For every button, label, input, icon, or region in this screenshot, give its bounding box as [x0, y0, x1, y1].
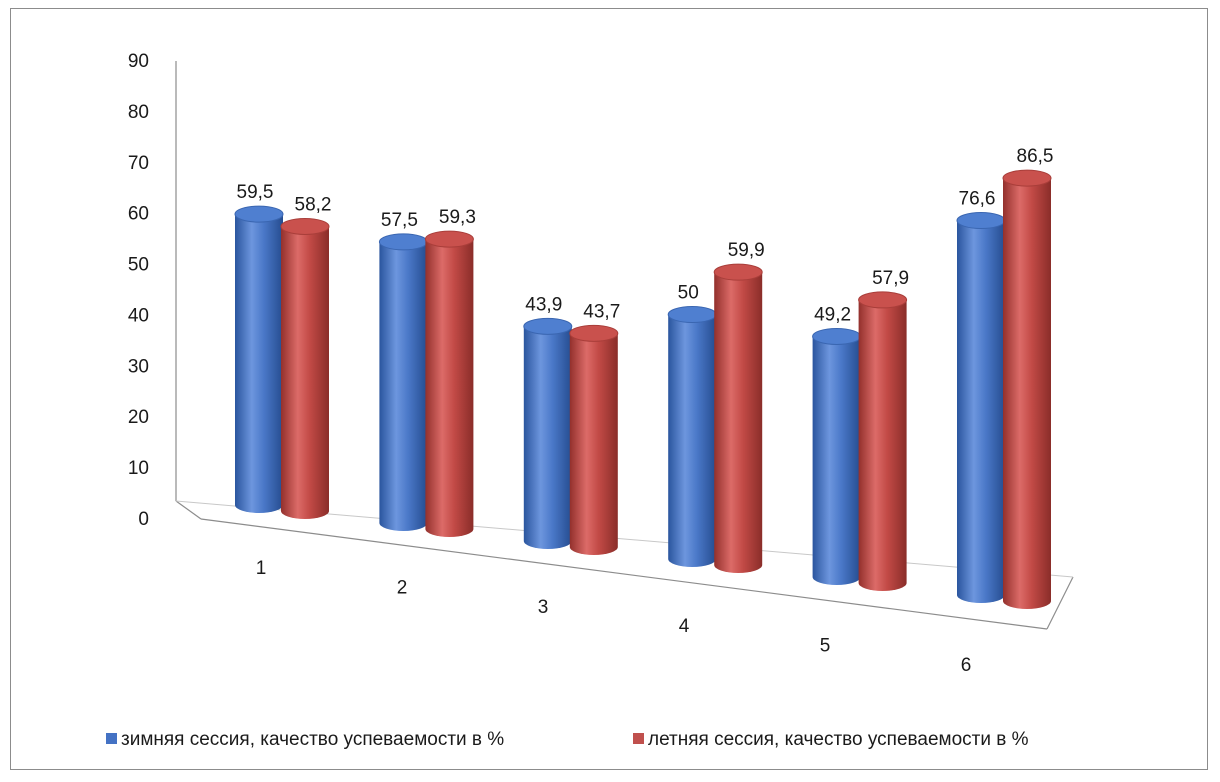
bar-body — [569, 333, 618, 555]
bar-top — [1002, 169, 1052, 187]
data-label: 76,6 — [959, 189, 996, 210]
bar-summer — [280, 217, 330, 519]
y-tick-label: 70 — [128, 153, 149, 174]
y-tick-label: 10 — [128, 458, 149, 479]
bar-top — [858, 291, 908, 309]
bar-summer — [569, 324, 619, 555]
y-tick-label: 50 — [128, 255, 149, 276]
bar-top — [523, 317, 573, 335]
bar-body — [668, 314, 717, 567]
y-tick-label: 90 — [128, 51, 149, 72]
floor-left-edge — [175, 500, 202, 520]
bar-body — [858, 299, 907, 591]
floor-right-edge — [1046, 576, 1074, 630]
legend: зимняя сессия, качество успеваемости в %… — [106, 729, 1029, 750]
x-axis-line — [200, 518, 1048, 630]
legend-label: летняя сессия, качество успеваемости в % — [648, 729, 1029, 750]
bar-winter — [234, 205, 284, 513]
bar-body — [235, 214, 283, 513]
data-label: 59,5 — [237, 182, 274, 203]
bar-top — [812, 327, 862, 345]
labels-layer: 59,5 58,2 57,5 59,3 43,9 43,7 50 59,9 49,2 57,9 76… — [237, 146, 1054, 325]
legend-item-winter: зимняя сессия, качество успеваемости в % — [106, 729, 504, 750]
bars-layer — [234, 169, 1052, 609]
legend-swatch — [106, 733, 117, 744]
y-tick-label: 40 — [128, 305, 149, 326]
bar-winter — [523, 317, 573, 549]
bar-summer — [858, 291, 908, 591]
data-label: 86,5 — [1017, 146, 1054, 167]
bar-top — [234, 205, 284, 223]
bar-body — [281, 226, 329, 519]
y-tick-label: 20 — [128, 407, 149, 428]
x-tick-label: 4 — [679, 616, 690, 637]
legend-label: зимняя сессия, качество успеваемости в % — [121, 729, 504, 750]
bar-top — [713, 263, 763, 281]
bar-top — [667, 306, 717, 324]
x-tick-label: 3 — [538, 597, 549, 618]
x-tick-label: 5 — [820, 636, 831, 657]
bar-body — [714, 272, 763, 573]
bar-top — [280, 217, 330, 235]
bar-body — [379, 241, 428, 531]
bar-body — [523, 326, 572, 549]
y-tick-label: 0 — [138, 509, 149, 530]
bar-top — [424, 230, 474, 248]
bar-body — [425, 239, 474, 538]
data-label: 57,5 — [381, 210, 418, 231]
bar-body — [957, 220, 1005, 603]
legend-swatch — [633, 733, 644, 744]
data-label: 58,2 — [295, 194, 332, 215]
bar-top — [569, 324, 619, 342]
data-label: 59,9 — [728, 240, 765, 261]
bar-summer — [1002, 169, 1052, 609]
bar-summer — [424, 230, 474, 538]
data-label: 59,3 — [439, 207, 476, 228]
data-label: 49,2 — [814, 304, 851, 325]
bar-winter — [378, 233, 428, 531]
bar-body — [812, 336, 861, 585]
bar-winter — [956, 212, 1006, 603]
bar-top — [956, 212, 1006, 230]
bar-winter — [667, 306, 717, 567]
y-tick-label: 80 — [128, 102, 149, 123]
bar-top — [378, 233, 428, 251]
axes-layer: 0 10 20 30 40 50 60 70 80 90 1 2 3 4 5 6 — [128, 51, 1074, 676]
y-tick-label: 30 — [128, 356, 149, 377]
bar-winter — [812, 327, 862, 585]
bar-body — [1003, 178, 1051, 609]
x-tick-label: 1 — [256, 558, 267, 579]
data-label: 57,9 — [872, 268, 909, 289]
x-tick-label: 6 — [961, 655, 972, 676]
legend-item-summer: летняя сессия, качество успеваемости в % — [633, 729, 1029, 750]
chart-frame: 0 10 20 30 40 50 60 70 80 90 1 2 3 4 5 6 59,5 58,2 57,5 59… — [10, 8, 1208, 770]
data-label: 43,9 — [525, 294, 562, 315]
data-label: 50 — [678, 283, 699, 304]
y-tick-label: 60 — [128, 204, 149, 225]
x-tick-label: 2 — [397, 577, 408, 598]
bar-summer — [713, 263, 763, 573]
data-label: 43,7 — [583, 301, 620, 322]
